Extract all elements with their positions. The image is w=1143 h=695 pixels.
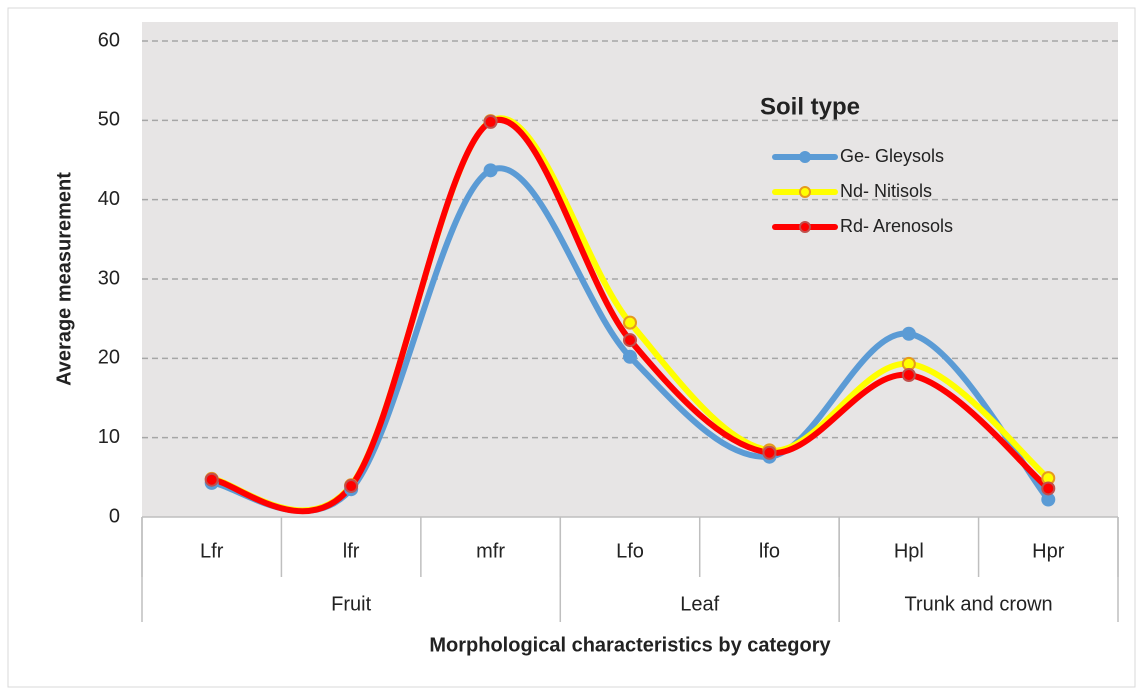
data-point <box>344 479 359 494</box>
y-tick-label: 20 <box>98 347 120 369</box>
legend-marker <box>799 186 811 198</box>
x-tick-label: mfr <box>476 540 505 562</box>
y-tick-label: 10 <box>98 426 120 448</box>
data-point <box>204 472 219 487</box>
group-label: Trunk and crown <box>904 593 1052 615</box>
x-tick-label: Lfo <box>616 540 644 562</box>
data-point <box>483 163 498 178</box>
x-tick-label: Hpr <box>1032 540 1065 562</box>
y-tick-label: 0 <box>109 505 120 527</box>
x-tick-label: lfo <box>759 540 780 562</box>
legend-label: Ge- Gleysols <box>840 146 944 166</box>
x-tick-label: Lfr <box>200 540 224 562</box>
data-point <box>623 315 637 330</box>
data-point <box>901 326 916 341</box>
series-line <box>208 116 1052 515</box>
x-axis-title: Morphological characteristics by categor… <box>429 634 831 656</box>
y-tick-label: 50 <box>98 109 120 131</box>
y-tick-label: 40 <box>98 188 120 210</box>
legend-label: Nd- Nitisols <box>840 181 932 201</box>
data-point <box>762 445 777 460</box>
group-label: Leaf <box>680 593 719 615</box>
legend-marker <box>799 151 811 163</box>
group-label: Fruit <box>331 593 371 615</box>
data-point <box>901 367 916 382</box>
plot-area <box>142 22 1118 517</box>
y-tick-label: 30 <box>98 267 120 289</box>
legend-label: Rd- Arenosols <box>840 216 953 236</box>
data-point <box>623 349 637 364</box>
x-tick-label: Hpl <box>894 540 924 562</box>
data-point <box>623 333 637 348</box>
data-point <box>483 114 498 129</box>
y-tick-label: 60 <box>98 29 120 51</box>
legend-marker <box>799 221 811 233</box>
data-point <box>1041 481 1056 496</box>
x-tick-label: lfr <box>343 540 360 562</box>
legend-title: Soil type <box>760 93 860 120</box>
y-axis-title: Average measurement <box>53 172 75 386</box>
